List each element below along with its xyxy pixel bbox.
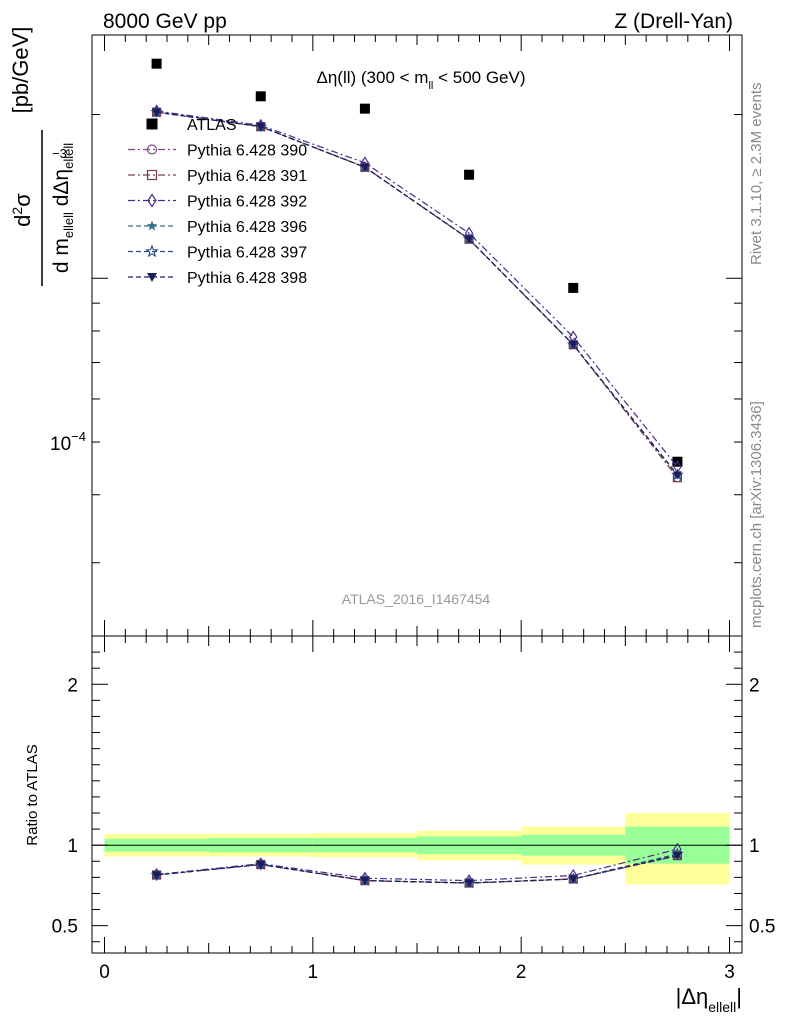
legend-entry: Pythia 6.428 397 <box>128 244 307 262</box>
data-point <box>464 235 474 244</box>
main-title: Δη(ll) (300 < mll < 500 GeV) <box>316 68 525 92</box>
svg-text:[pb/GeV]: [pb/GeV] <box>8 27 33 114</box>
legend-marker <box>146 220 158 231</box>
ratio-line <box>156 848 678 882</box>
ratio-panel: 0.5 0.5 1 1 2 2 0 1 2 3 Ratio to ATLAS |Δηellell| <box>24 635 775 1015</box>
data-point <box>360 163 370 172</box>
legend-marker <box>145 244 159 258</box>
ratio-point <box>152 871 162 880</box>
y-tick-label-right: 2 <box>749 675 760 696</box>
series-line <box>156 111 678 479</box>
legend-marker <box>147 193 157 208</box>
legend-label: Pythia 6.428 391 <box>187 168 307 185</box>
data-point <box>359 103 370 114</box>
legend-entry: Pythia 6.428 392 <box>128 193 307 211</box>
legend-label: Pythia 6.428 397 <box>187 245 307 262</box>
legend-label: Pythia 6.428 396 <box>187 219 307 236</box>
y-tick-label: 1 <box>67 836 78 857</box>
main-panel: 10−4 −3 d2σ d mellell dΔηellell [pb/GeV]… <box>8 27 743 637</box>
legend: ATLAS Pythia 6.428 390 Pythia 6.428 391 Pyt… <box>128 117 307 287</box>
header-left: 8000 GeV pp <box>103 10 227 33</box>
series-line <box>156 111 678 476</box>
data-point <box>255 91 266 102</box>
svg-text:d mellell dΔηellell: d mellell dΔηellell <box>50 143 76 273</box>
data-point <box>256 123 266 132</box>
y-tick-label-right: 0.5 <box>749 917 775 938</box>
ratio-series-group <box>150 842 684 889</box>
legend-label: Pythia 6.428 392 <box>187 194 307 211</box>
legend-entry: ATLAS <box>146 117 237 134</box>
x-axis-label: |Δηellell| <box>676 984 742 1015</box>
watermark: ATLAS_2016_I1467454 <box>342 591 491 607</box>
series-pythia-6-428-398 <box>152 108 682 480</box>
legend-label: Pythia 6.428 390 <box>187 143 307 160</box>
data-point <box>464 169 475 180</box>
series-pythia-6-428-392 <box>152 104 682 474</box>
legend-marker <box>147 273 157 282</box>
series-pythia-6-428-391 <box>151 107 683 483</box>
legend-label: ATLAS <box>187 117 237 134</box>
main-axis-ticks <box>92 35 742 636</box>
rivet-label: Rivet 3.1.10, ≥ 2.3M events <box>748 83 765 266</box>
ratio-line <box>156 855 678 884</box>
ratio-bands <box>92 813 742 885</box>
y-tick-label: 0.5 <box>52 917 78 938</box>
ratio-point <box>672 852 682 861</box>
ratio-point <box>256 860 266 869</box>
x-tick-label: 0 <box>99 962 110 983</box>
data-point <box>568 341 578 350</box>
legend-entry: Pythia 6.428 391 <box>128 168 307 185</box>
legend-entry: Pythia 6.428 398 <box>128 270 307 287</box>
data-point <box>568 282 579 293</box>
ratio-point <box>360 877 370 886</box>
data-point <box>672 471 682 480</box>
legend-marker <box>146 169 158 181</box>
main-series-group <box>150 58 684 483</box>
x-tick-label: 3 <box>724 962 735 983</box>
data-point <box>152 108 162 117</box>
ratio-frame <box>91 635 743 954</box>
series-pythia-6-428-397 <box>150 105 684 481</box>
x-tick-label: 1 <box>308 962 319 983</box>
ratio-point <box>464 879 474 888</box>
y-tick-label: 2 <box>67 675 78 696</box>
mcplots-label: mcplots.cern.ch [arXiv:1306.3436] <box>748 401 765 628</box>
legend-marker <box>146 118 158 130</box>
ratio-point <box>568 875 578 884</box>
y-tick-label-right: 1 <box>749 836 760 857</box>
ratio-series-pythia-6-428-398 <box>152 852 682 888</box>
series-pythia-6-428-390 <box>151 107 683 483</box>
y-tick-label-1e-4: 10−4 <box>50 429 86 455</box>
legend-entry: Pythia 6.428 390 <box>128 143 307 160</box>
y-tick-label-1e-3: −3 <box>52 146 67 161</box>
ratio-axis-ticks: 0.5 0.5 1 1 2 2 0 1 2 3 <box>52 636 775 983</box>
ratio-y-axis-label: Ratio to ATLAS <box>24 744 41 845</box>
series-line <box>156 111 678 479</box>
x-tick-label: 2 <box>516 962 527 983</box>
legend-marker <box>146 144 158 155</box>
series-line <box>156 111 678 476</box>
legend-entry: Pythia 6.428 396 <box>128 219 307 236</box>
series-line <box>156 111 678 476</box>
series-pythia-6-428-396 <box>151 107 683 479</box>
series-line <box>156 110 678 468</box>
data-point <box>151 58 162 69</box>
svg-text:d2σ: d2σ <box>9 193 35 227</box>
main-y-axis-label: d2σ d mellell dΔηellell [pb/GeV] <box>8 27 76 286</box>
legend-label: Pythia 6.428 398 <box>187 270 307 287</box>
header-right: Z (Drell-Yan) <box>614 10 733 33</box>
